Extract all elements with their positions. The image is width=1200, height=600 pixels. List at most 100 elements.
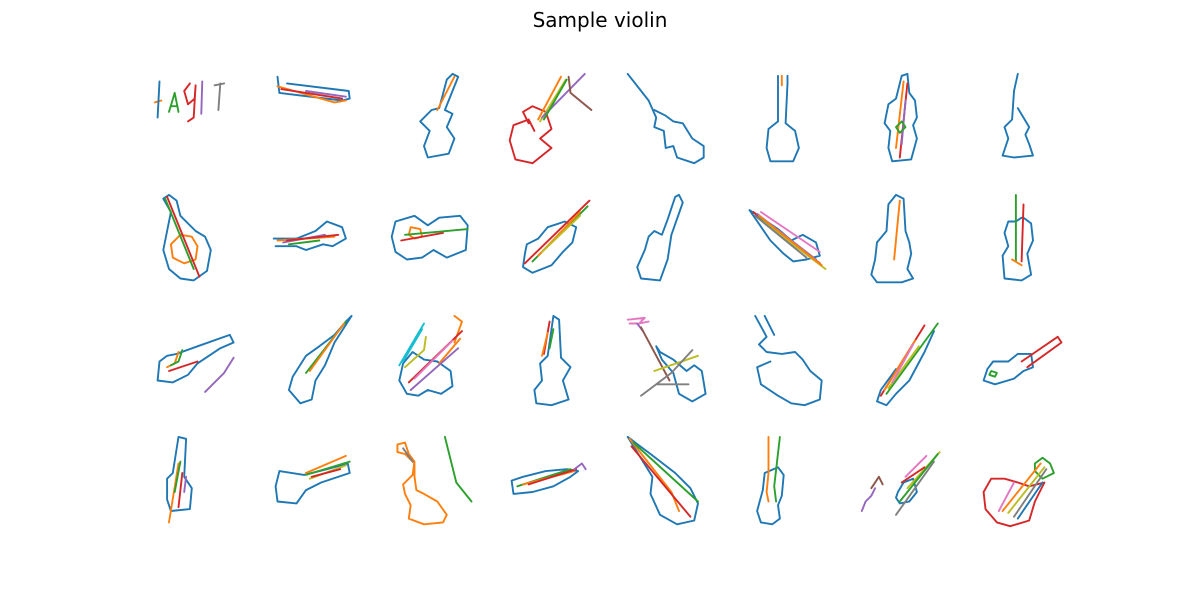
sketch-stroke [436,75,456,111]
sketch-stroke [390,214,469,261]
sketch-stroke [891,343,915,384]
sketch-stroke [895,460,935,516]
sketch-stroke [164,197,195,270]
violin-sketch [272,220,347,251]
sketch-stroke [626,316,650,325]
sketch-stroke [183,475,188,493]
violin-sketch [153,80,226,123]
sketch-stroke [548,328,555,350]
sketch-stroke [156,80,161,119]
violin-sketch [982,456,1055,528]
sketch-stroke [640,326,671,382]
sketch-stroke [310,468,342,478]
sketch-stroke [522,220,578,274]
sketch-stroke [765,74,800,163]
sketch-stroke [876,330,935,407]
sketch-stroke [759,211,821,253]
violin-sketch [756,435,785,526]
sketch-stroke [510,468,580,495]
sketch-stroke [162,193,212,282]
sketch-stroke [404,228,469,236]
violin-sketch [1001,193,1034,282]
sketch-stroke [1020,203,1025,263]
sketch-stroke [1020,335,1063,369]
sketch-stroke [272,220,347,251]
sketch-stroke [900,99,907,146]
violin-sketch [162,193,212,282]
sketch-stroke [508,105,553,165]
sketch-stroke [640,349,694,397]
violin-sketch [274,454,351,505]
sketch-stroke [156,333,235,384]
sketch-stroke [1007,466,1046,514]
sketch-stroke [1013,468,1048,518]
sketch-stroke [438,314,463,365]
sketch-stroke [1001,462,1042,512]
sketch-stroke [396,441,448,526]
violin-sketch [287,314,353,405]
sketch-stroke [628,437,680,512]
violin-sketch [636,193,684,282]
sketch-stroke [765,435,770,503]
sketch-stroke [402,447,414,463]
sketch-stroke [173,460,182,493]
sketch-stroke [626,72,705,165]
sketch-stroke [204,356,235,393]
sketch-stroke [286,233,340,242]
sketch-stroke [276,75,351,102]
sketch-stroke [988,370,998,378]
sketch-stroke [183,82,197,123]
sketch-stroke [870,193,915,284]
sketch-stroke [398,351,454,397]
sketch-stroke [404,335,427,369]
violin-sketch [765,74,800,163]
sketch-stroke [168,91,180,113]
sketch-stroke [177,472,184,509]
sketch-stroke [537,75,562,121]
sketch-stroke [168,462,180,524]
violin-sketch [748,209,827,270]
violin-sketch [876,322,939,407]
sketch-stroke [893,199,901,261]
sketch-stroke [895,120,907,134]
sketch-stroke [870,475,884,490]
sketch-stroke [773,435,781,503]
violin-sketch [626,435,699,526]
violin-sketch [508,72,593,165]
sketch-stroke [280,88,344,100]
sketch-stroke [895,80,905,149]
sketch-stroke [1001,216,1034,282]
sketch-stroke [308,322,345,372]
sketch-stroke [636,193,684,282]
sketch-stroke [997,481,1015,512]
sketch-stroke [630,445,692,518]
sketch-stroke [860,487,877,512]
violin-sketch [510,462,587,495]
violin-sketch [1001,72,1034,159]
violin-sketch [626,72,705,165]
sketch-stroke [287,239,321,246]
sketch-stroke [632,441,699,503]
violin-sketch [860,451,941,516]
sketch-stroke [168,360,199,372]
sketch-stroke [1011,258,1023,267]
sketch-stroke [200,80,204,115]
page-title: Sample violin [532,8,668,32]
sketch-stroke [542,78,568,121]
sketch-stroke [400,231,444,242]
sketch-stroke [523,199,591,265]
sketch-stroke [305,460,351,476]
sketch-stroke [904,454,928,478]
sketch-stroke [166,435,193,512]
violin-sketch [398,314,463,397]
sketch-stroke [213,82,226,111]
sketch-stroke [305,454,347,474]
sketch-stroke [398,322,425,367]
sketch-stroke [758,214,823,267]
violin-sketch [156,333,235,393]
sketch-stroke [527,468,578,486]
sketch-stroke [895,477,918,505]
violin-sketch [166,435,193,524]
violin-sketch [396,435,473,526]
violin-sketch [419,72,460,159]
